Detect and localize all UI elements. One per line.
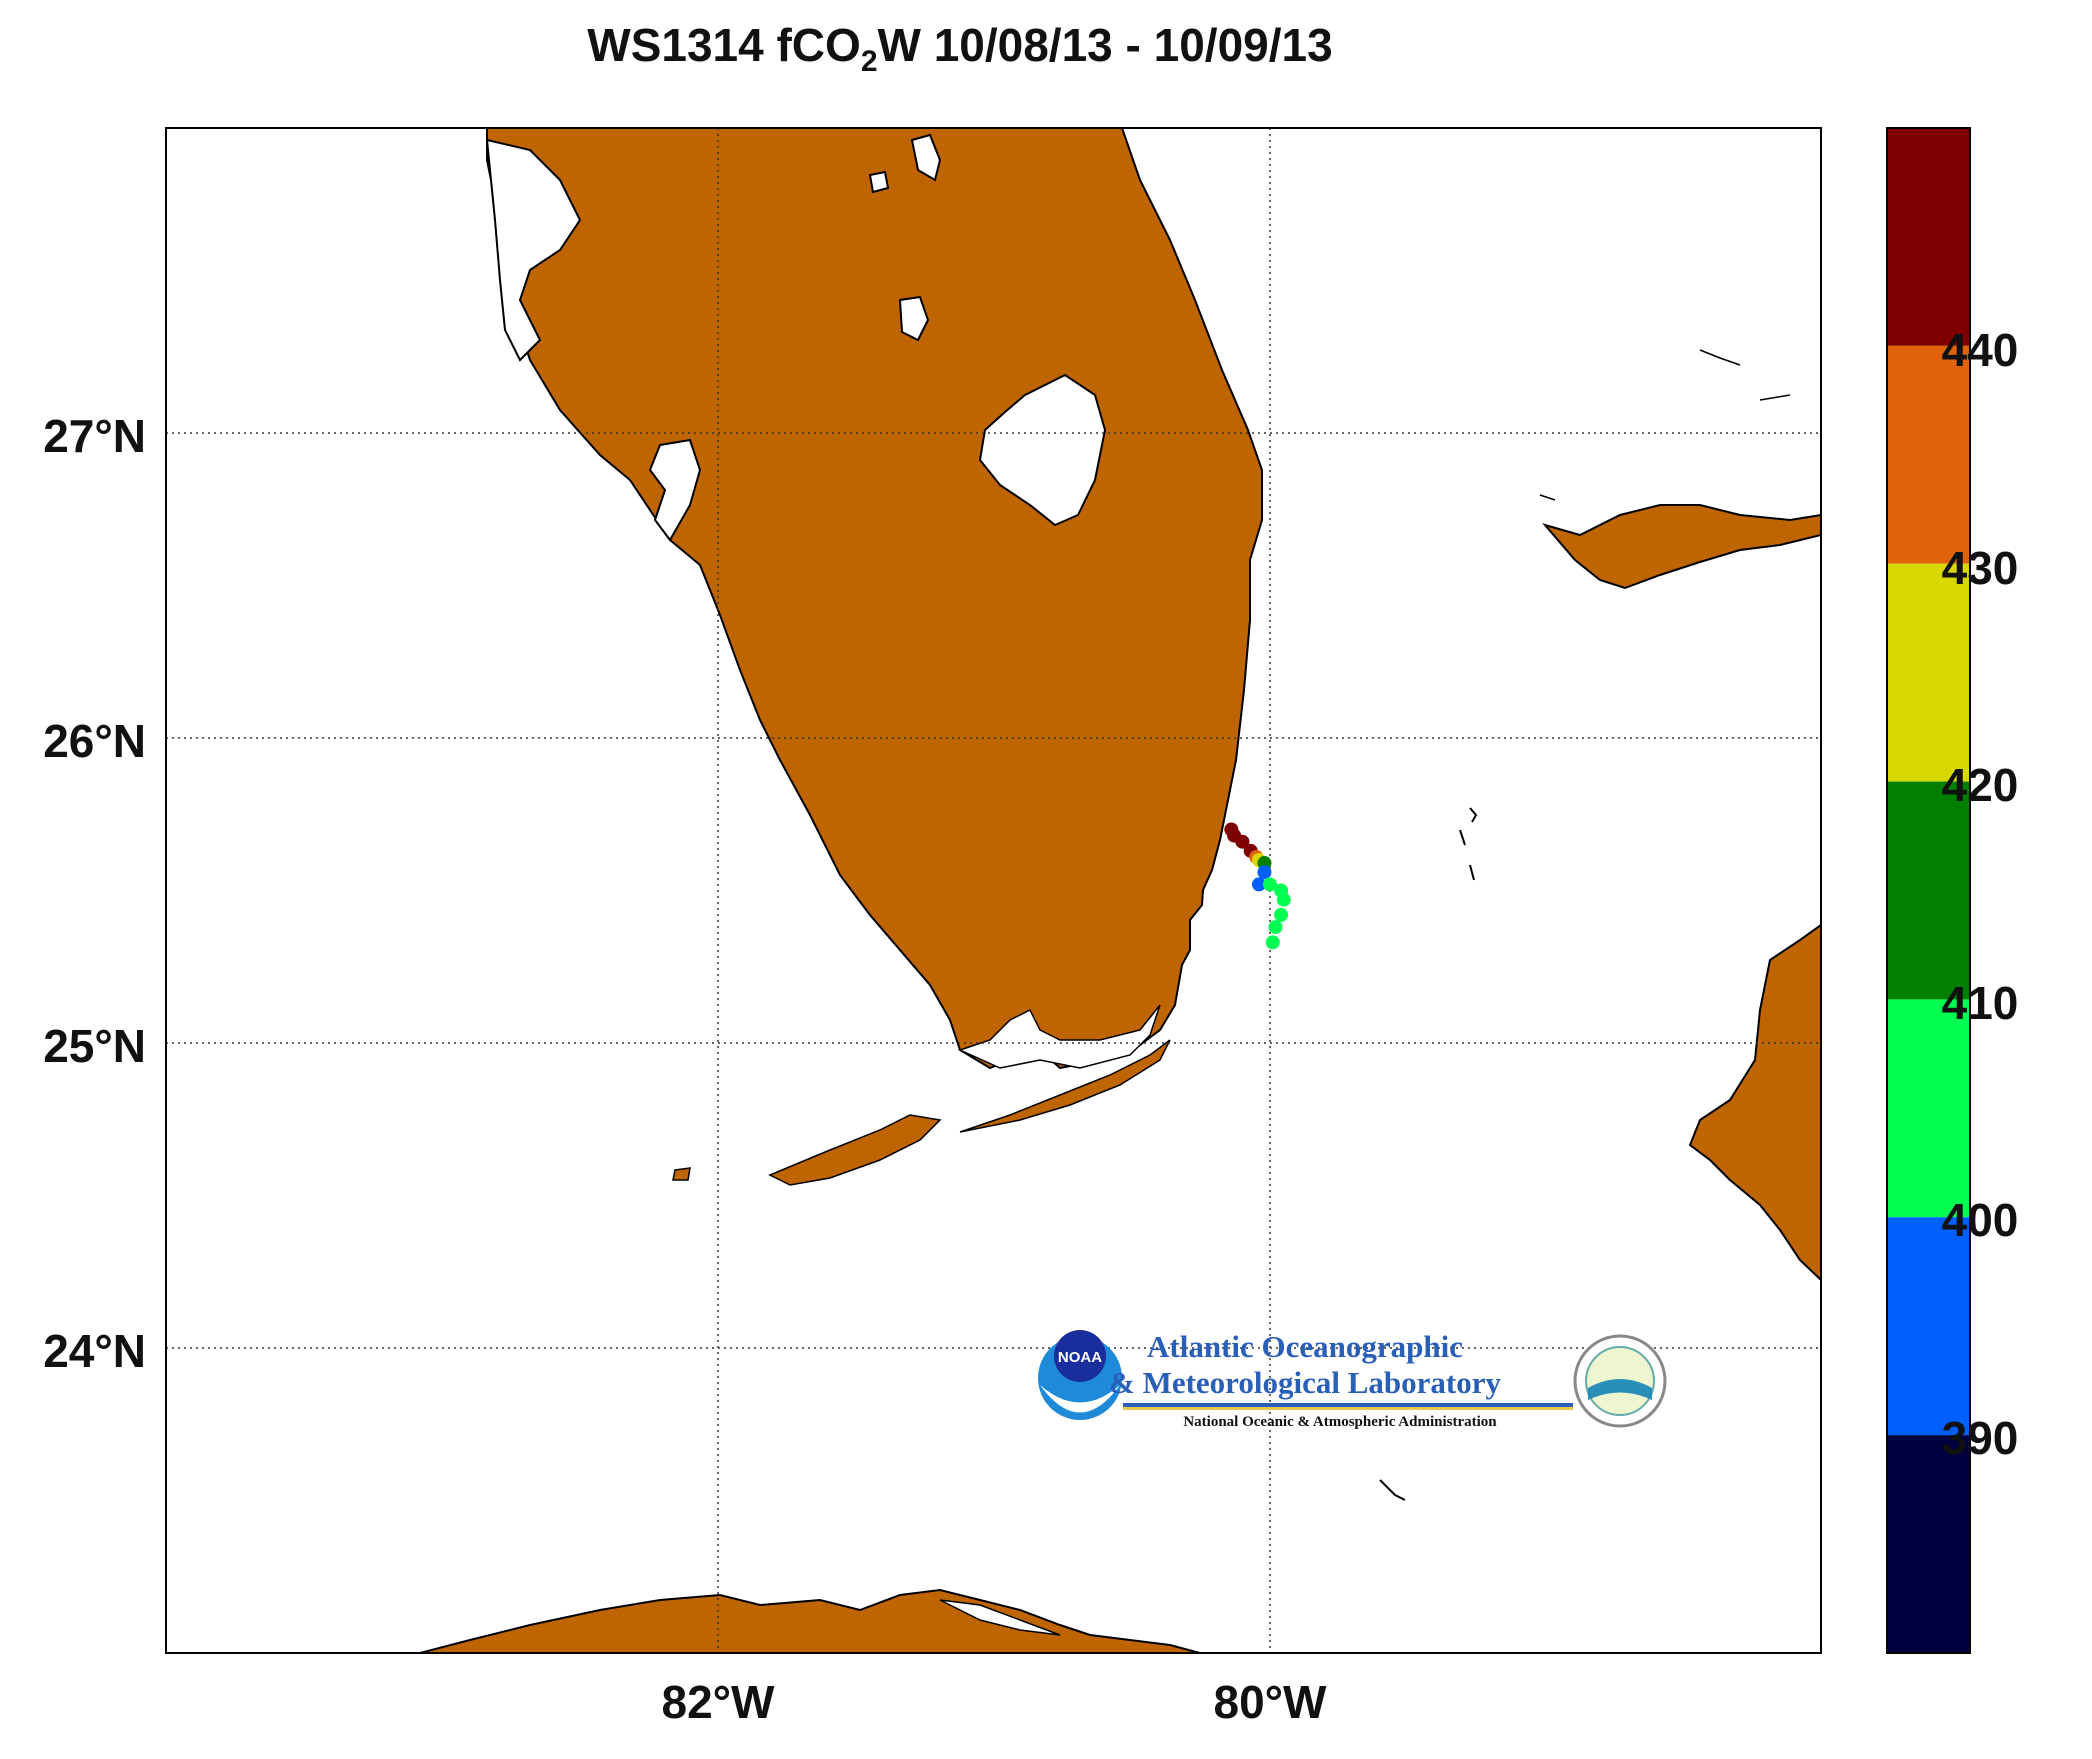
map-plot-area: NOAA Atlantic Oceanographic & Meteorolog…	[166, 128, 1821, 1653]
lon-label-82: 82°W	[662, 1676, 776, 1728]
track-point	[1263, 877, 1277, 892]
lat-label-25: 25°N	[43, 1020, 146, 1072]
lake-small-3	[868, 170, 890, 194]
lat-label-27: 27°N	[43, 410, 146, 462]
track-point	[1268, 920, 1283, 935]
lake-okeechobee	[978, 373, 1107, 527]
berry-islands	[1539, 349, 1791, 501]
cuba-coast-bay	[939, 1599, 1061, 1636]
colorbar-bin	[1887, 1435, 1970, 1653]
track-point	[1274, 907, 1289, 922]
cuba	[419, 1588, 1201, 1653]
colorbar-bin	[1887, 563, 1970, 782]
colorbar-bin	[1887, 345, 1970, 564]
florida-keys	[768, 1114, 942, 1186]
florida-bay-shore	[957, 1004, 1161, 1069]
noaa-badge-text: NOAA	[1058, 1349, 1102, 1366]
charlotte-harbor	[648, 438, 702, 542]
colorbar-label-400: 400	[1942, 1194, 2019, 1246]
colorbar-bin	[1887, 1217, 1970, 1436]
colorbar-labels: 440 430 420 410 400 390	[1942, 324, 2019, 1464]
colorbar	[1886, 127, 1971, 1654]
colorbar-bin	[1887, 781, 1970, 1000]
bimini-islands	[1459, 807, 1478, 881]
lon-label-80: 80°W	[1214, 1676, 1328, 1728]
lake-small-1	[898, 295, 930, 342]
tampa-bay	[485, 138, 582, 362]
track-point	[1257, 865, 1272, 880]
latitude-labels: 27°N 26°N 25°N 24°N	[43, 410, 146, 1377]
aoml-name-line1: Atlantic Oceanographic	[1147, 1329, 1463, 1364]
colorbar-bin	[1887, 128, 1970, 346]
lat-label-26: 26°N	[43, 715, 146, 767]
aoml-logo: NOAA Atlantic Oceanographic & Meteorolog…	[1038, 1329, 1667, 1430]
colorbar-label-430: 430	[1942, 542, 2019, 594]
colorbar-label-390: 390	[1942, 1412, 2019, 1464]
grand-bahama	[1542, 504, 1821, 590]
ship-track	[1224, 822, 1291, 950]
aoml-name-line2: & Meteorological Laboratory	[1109, 1365, 1501, 1400]
colorbar-label-440: 440	[1942, 324, 2019, 376]
dry-tortugas	[672, 1167, 691, 1181]
colorbar-label-410: 410	[1942, 977, 2019, 1029]
upper-keys	[959, 1039, 1171, 1133]
aoml-name-line3: National Oceanic & Atmospheric Administr…	[1183, 1414, 1497, 1430]
track-point	[1276, 892, 1291, 907]
track-point	[1265, 935, 1280, 950]
colorbar-bin	[1887, 999, 1970, 1218]
longitude-labels: 82°W 80°W	[662, 1676, 1328, 1728]
colorbar-frame	[1886, 127, 1971, 1654]
andros-island	[1688, 923, 1821, 1282]
colorbar-label-420: 420	[1942, 759, 2019, 811]
lake-small-2	[910, 133, 942, 182]
track-point	[1251, 877, 1266, 892]
lat-label-24: 24°N	[43, 1325, 146, 1377]
map-title: WS1314 fCO2W 10/08/13 - 10/09/13	[587, 19, 1333, 79]
track-point	[1235, 834, 1250, 849]
plot-frame	[165, 127, 1822, 1654]
cay-sal-bank	[1379, 1479, 1406, 1501]
